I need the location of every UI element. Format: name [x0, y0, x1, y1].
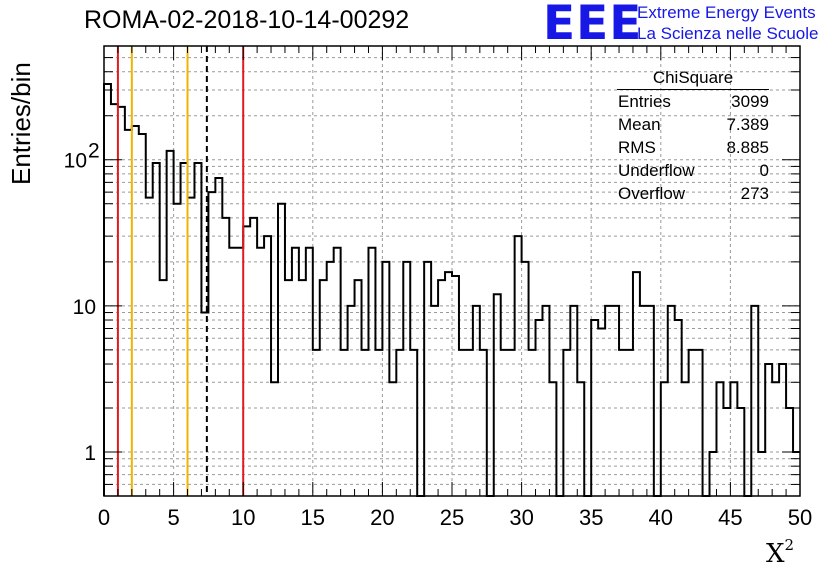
x-tick-label: 10	[231, 505, 255, 530]
y-tick-label: 10	[73, 296, 96, 319]
stats-label: RMS	[618, 138, 656, 157]
x-tick-label: 20	[370, 505, 394, 530]
stats-title: ChiSquare	[617, 67, 769, 90]
x-tick-label: 40	[649, 505, 673, 530]
stats-row: Overflow 273	[611, 182, 777, 205]
x-tick-label: 45	[718, 505, 742, 530]
stats-label: Mean	[618, 115, 661, 134]
stats-value: 7.389	[726, 115, 769, 134]
x-tick-label: 35	[579, 505, 603, 530]
x-axis-label-base: X	[766, 539, 785, 569]
plot-frame	[103, 45, 801, 497]
stats-value: 8.885	[726, 138, 769, 157]
stats-row: Mean 7.389	[611, 113, 777, 136]
stats-box: ChiSquare Entries 3099 Mean 7.389 RMS 8.885…	[611, 67, 777, 205]
stats-label: Entries	[618, 92, 671, 111]
y-tick-label: 10	[64, 150, 87, 173]
x-axis-label: X2	[766, 536, 794, 569]
logo-line-1: Extreme Energy Events	[637, 3, 816, 22]
histogram-series	[103, 82, 800, 497]
x-tick-label: 25	[440, 505, 464, 530]
stats-value: 3099	[731, 92, 769, 111]
stats-row: RMS 8.885	[611, 136, 777, 159]
stats-value: 0	[759, 161, 769, 180]
x-tick-label: 0	[98, 505, 110, 530]
logo-line-2: La Scienza nelle Scuole	[637, 24, 819, 43]
stats-value: 273	[740, 184, 769, 203]
stats-row: Underflow 0	[611, 159, 777, 182]
chart-title: ROMA-02-2018-10-14-00292	[84, 6, 410, 34]
stats-label: Underflow	[618, 161, 695, 180]
y-tick-label-sup: 2	[88, 140, 100, 163]
x-tick-label: 15	[301, 505, 325, 530]
stats-label: Overflow	[618, 184, 686, 203]
x-tick-label: 50	[788, 505, 812, 530]
x-tick-label: 30	[509, 505, 533, 530]
eee-logo: EEE	[543, 0, 643, 51]
x-axis-label-sup: 2	[784, 536, 795, 554]
histogram-outline	[103, 82, 800, 497]
x-tick-label: 5	[167, 505, 179, 530]
marker-lines	[116, 46, 245, 496]
y-tick-label: 1	[84, 442, 96, 465]
stats-row: Entries 3099	[611, 90, 777, 113]
